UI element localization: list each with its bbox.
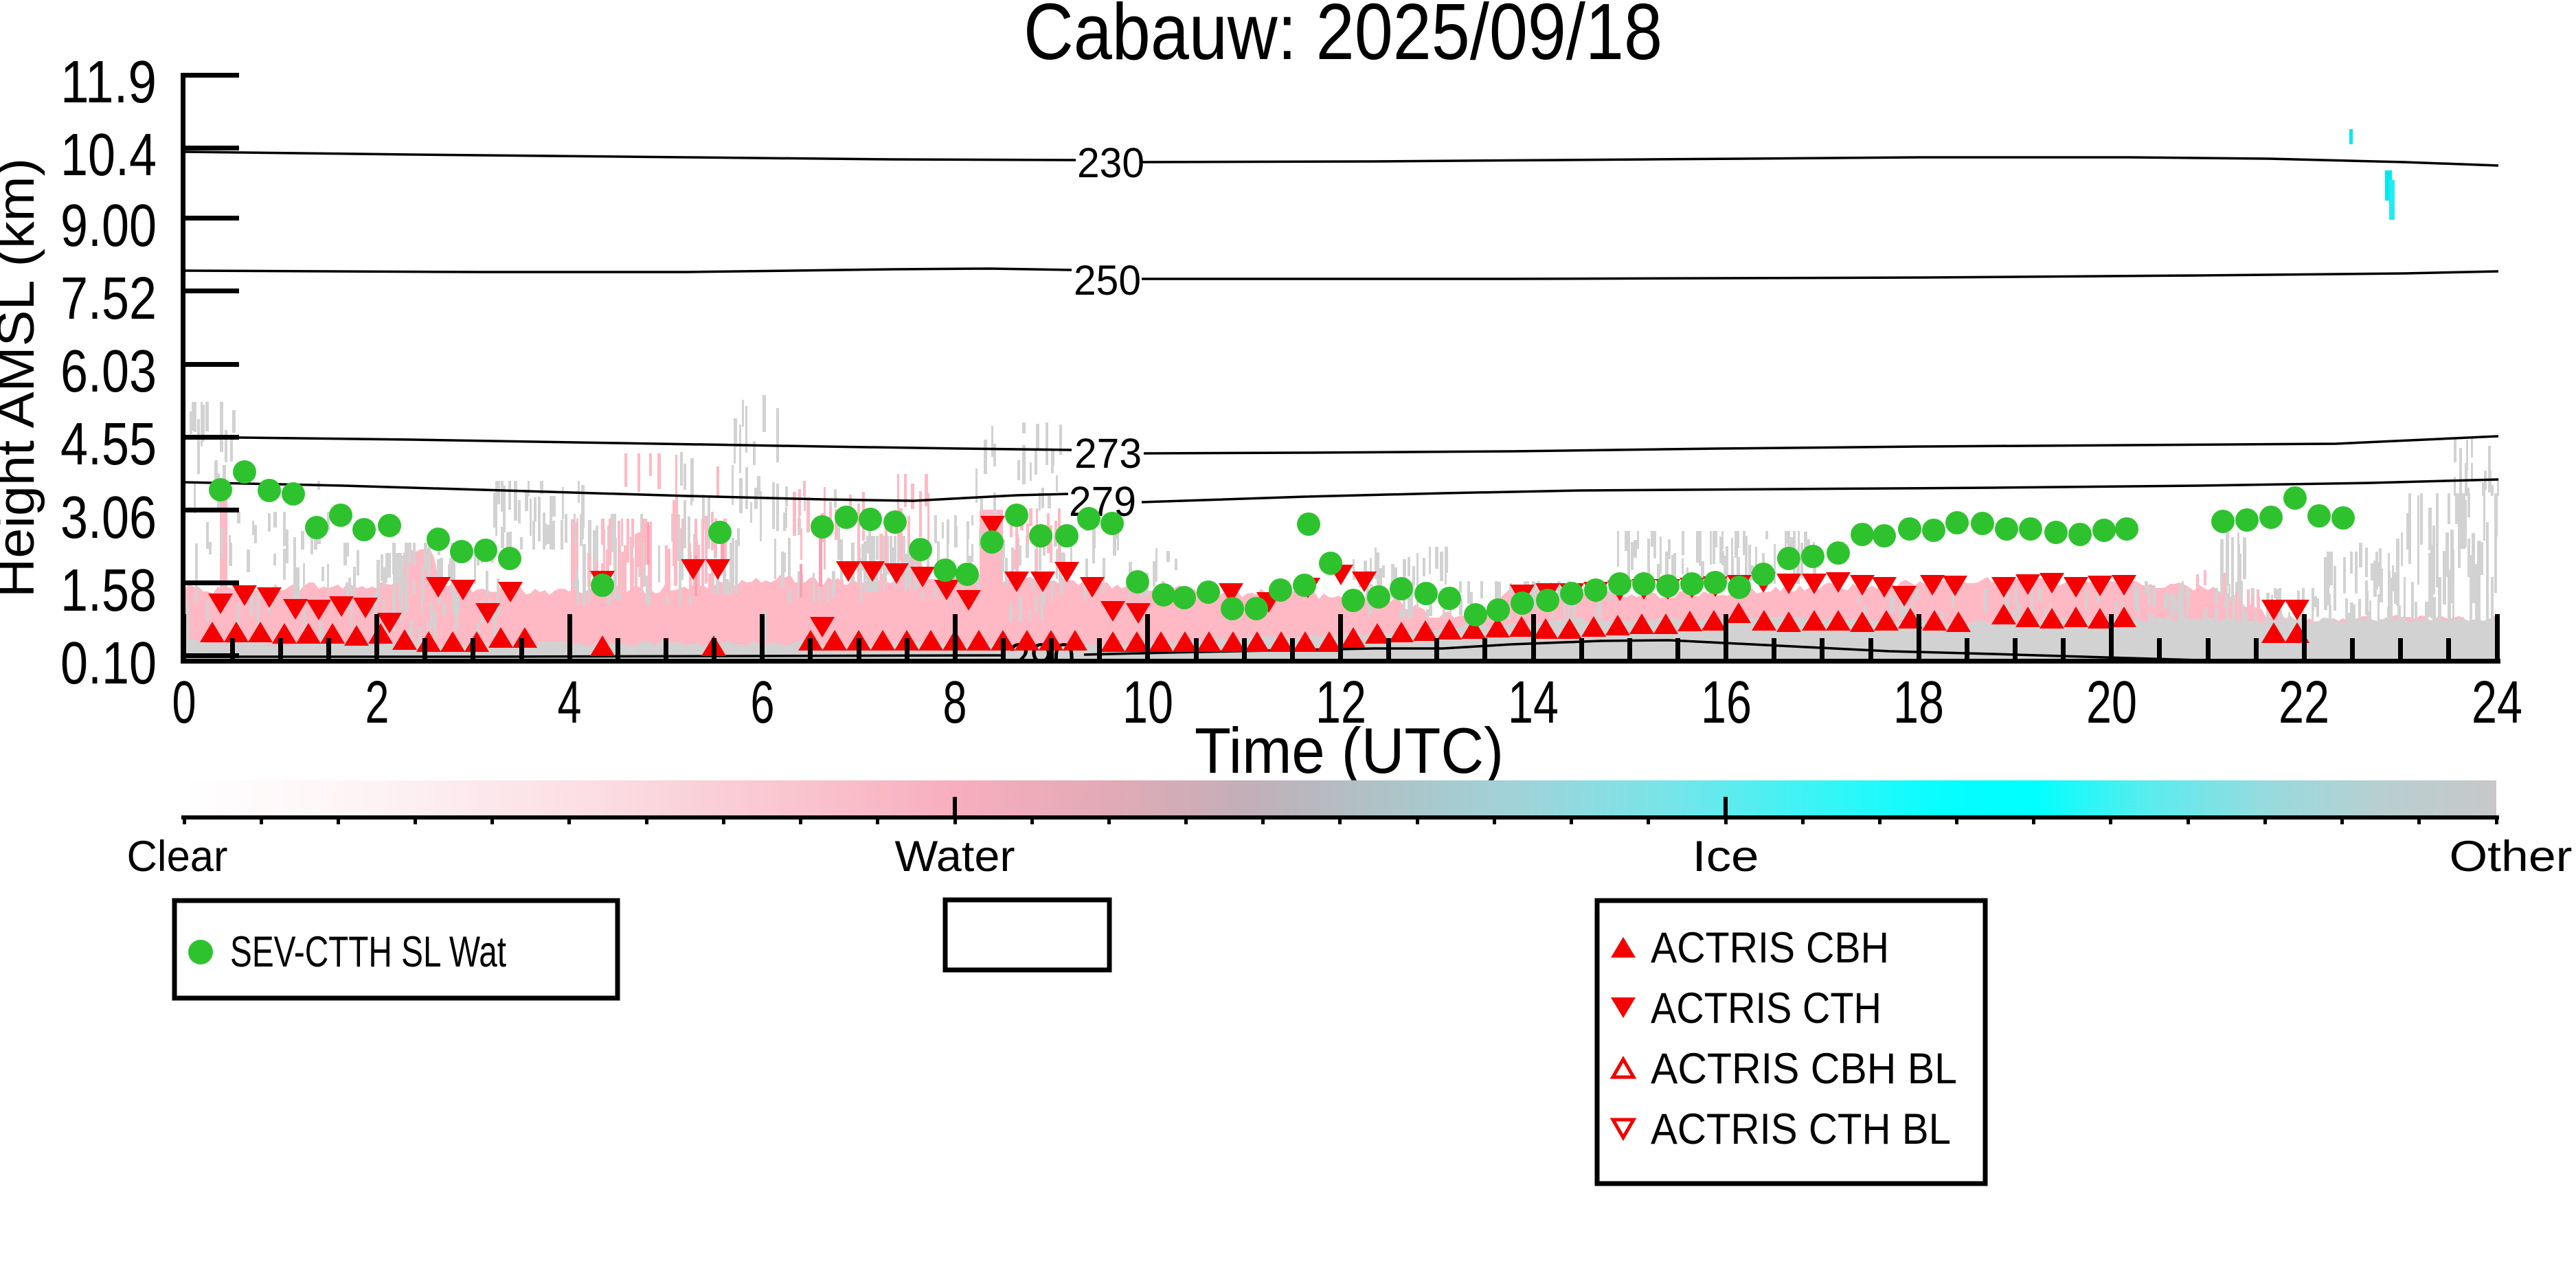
svg-text:11.9: 11.9 — [60, 49, 157, 115]
svg-text:Other: Other — [2450, 833, 2573, 881]
svg-text:250: 250 — [1074, 257, 1141, 304]
svg-text:9.00: 9.00 — [60, 192, 157, 259]
svg-text:SEV-CTTH SL Wat: SEV-CTTH SL Wat — [230, 928, 506, 976]
svg-text:24: 24 — [2472, 669, 2522, 736]
svg-text:6.03: 6.03 — [60, 338, 157, 405]
svg-text:14: 14 — [1508, 669, 1559, 736]
svg-text:Water: Water — [895, 833, 1015, 881]
svg-text:230: 230 — [1077, 139, 1144, 186]
svg-text:Ice: Ice — [1693, 833, 1759, 881]
svg-text:Time (UTC): Time (UTC) — [1195, 714, 1504, 787]
svg-text:10.4: 10.4 — [60, 122, 157, 188]
svg-text:7.52: 7.52 — [60, 265, 157, 332]
svg-text:6: 6 — [751, 669, 775, 736]
svg-text:16: 16 — [1701, 669, 1752, 736]
svg-text:Cabauw: 2025/09/18: Cabauw: 2025/09/18 — [1024, 0, 1662, 76]
svg-text:8: 8 — [943, 669, 967, 736]
svg-text:4: 4 — [558, 669, 582, 736]
svg-text:Clear: Clear — [127, 833, 228, 881]
svg-text:10: 10 — [1122, 669, 1173, 736]
svg-text:12: 12 — [1315, 669, 1366, 736]
svg-text:3.06: 3.06 — [60, 484, 157, 551]
svg-text:ACTRIS CBH BL: ACTRIS CBH BL — [1651, 1045, 1957, 1093]
svg-text:273: 273 — [1074, 430, 1142, 477]
svg-text:22: 22 — [2279, 669, 2329, 736]
svg-text:Height AMSL (km): Height AMSL (km) — [0, 158, 45, 598]
svg-text:0.10: 0.10 — [60, 630, 157, 697]
svg-text:1.58: 1.58 — [60, 557, 157, 624]
svg-text:ACTRIS CTH BL: ACTRIS CTH BL — [1651, 1105, 1951, 1153]
svg-text:0: 0 — [172, 669, 196, 736]
svg-text:4.55: 4.55 — [60, 411, 157, 477]
svg-text:2: 2 — [365, 669, 389, 736]
svg-text:20: 20 — [2086, 669, 2137, 736]
svg-text:18: 18 — [1893, 669, 1944, 736]
svg-text:ACTRIS CTH: ACTRIS CTH — [1651, 984, 1882, 1032]
svg-text:ACTRIS CBH: ACTRIS CBH — [1651, 924, 1889, 972]
